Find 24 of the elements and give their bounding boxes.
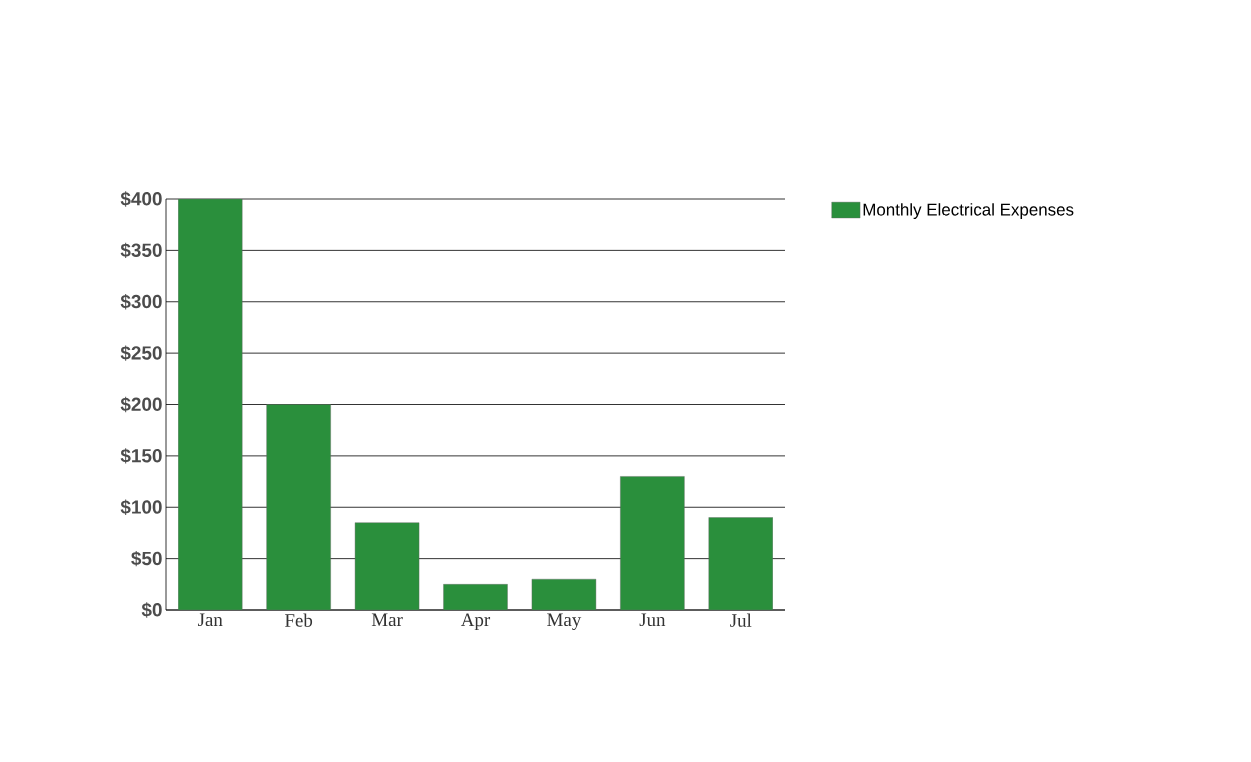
x-tick-label: Mar bbox=[371, 613, 403, 627]
y-tick-label: $200 bbox=[120, 396, 162, 413]
y-tick-label: $100 bbox=[120, 499, 162, 515]
y-tick-label: $400 bbox=[120, 191, 162, 207]
x-tick-label: Jan bbox=[197, 613, 223, 627]
bar bbox=[620, 476, 685, 610]
bar bbox=[443, 584, 508, 610]
y-tick-label: $300 bbox=[120, 294, 162, 310]
x-tick-label: Jul bbox=[730, 613, 752, 627]
y-tick-label: $0 bbox=[141, 602, 162, 618]
y-tick-label: $150 bbox=[120, 448, 162, 464]
x-tick-label: Apr bbox=[460, 613, 491, 631]
bar bbox=[355, 522, 420, 610]
bar bbox=[708, 517, 773, 610]
y-tick-label: $250 bbox=[120, 345, 162, 361]
y-tick-label: $50 bbox=[131, 550, 162, 567]
x-tick-label: Feb bbox=[284, 613, 313, 627]
bar bbox=[266, 404, 331, 610]
y-tick-label: $350 bbox=[120, 242, 162, 259]
x-tick-label: May bbox=[547, 613, 582, 630]
x-tick-label: Jun bbox=[639, 613, 666, 627]
bar bbox=[178, 199, 243, 610]
legend-label: Monthly Electrical Expenses bbox=[863, 203, 1074, 219]
bar bbox=[531, 579, 596, 610]
